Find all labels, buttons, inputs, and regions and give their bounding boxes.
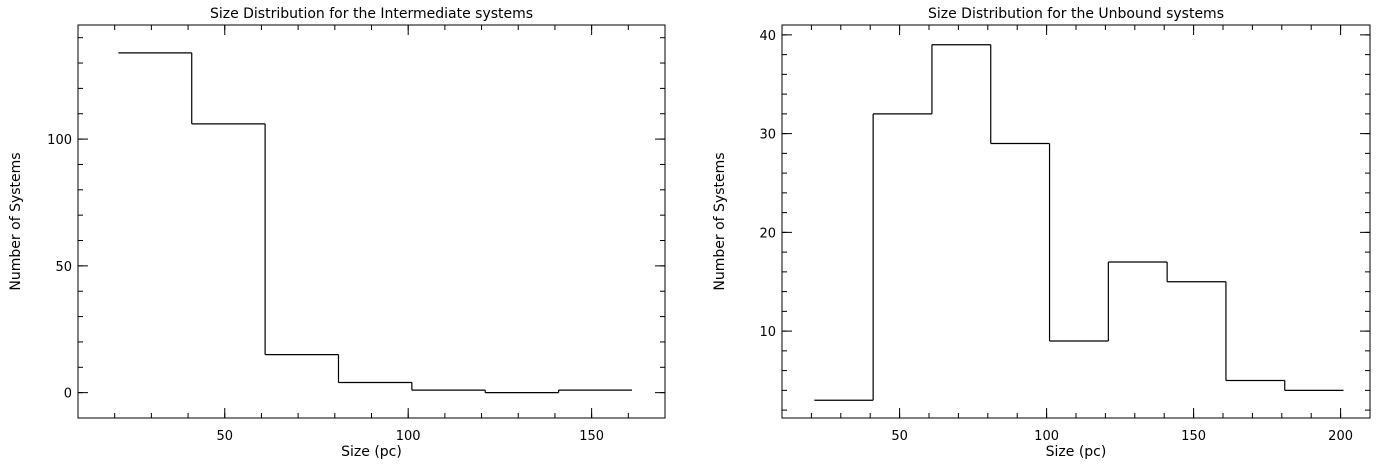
y-tick-label: 50 [55,260,72,275]
chart-title: Size Distribution for the Intermediate s… [210,6,533,22]
x-tick-label: 50 [216,429,233,444]
y-tick-label: 0 [64,387,72,402]
y-tick-label: 20 [759,226,776,241]
y-tick-label: 30 [759,128,776,143]
y-axis-label: Number of Systems [8,152,24,290]
x-tick-label: 50 [891,429,908,444]
y-tick-label: 40 [759,29,776,44]
plot-frame [781,24,1371,419]
x-tick-label: 150 [579,429,604,444]
plot-frame [77,24,666,419]
y-axis-label: Number of Systems [712,152,728,290]
unbound-size-histogram: 50 100 150 200 10 20 30 40 Size Distribution for… [712,6,1371,460]
chart-title: Size Distribution for the Unbound system… [928,6,1224,22]
x-tick-label: 100 [396,429,421,444]
x-tick-label: 200 [1328,429,1353,444]
x-tick-label: 150 [1181,429,1206,444]
intermediate-size-histogram: 50 100 150 0 50 100 Size Distribution for the … [8,6,666,460]
x-tick-label: 100 [1034,429,1059,444]
x-axis-label: Size (pc) [341,444,402,460]
y-tick-label: 100 [47,133,72,148]
y-tick-label: 10 [759,325,776,340]
x-axis-label: Size (pc) [1046,444,1107,460]
